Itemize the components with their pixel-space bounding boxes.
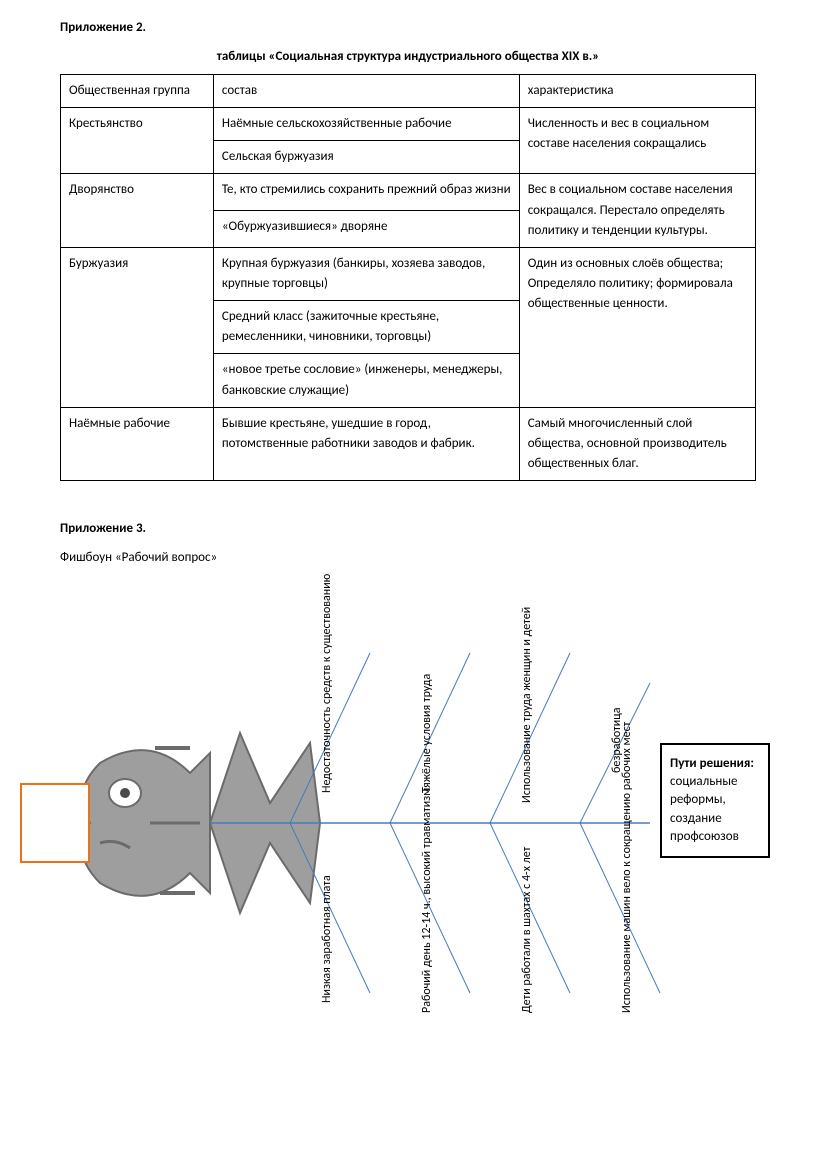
cell-char: Самый многочисленный слой общества, осно… <box>519 407 755 480</box>
cell-comp: «новое третье сословие» (инженеры, менед… <box>213 354 519 407</box>
bone-label: Дети работали в шахтах с 4-х лет <box>520 847 534 1013</box>
bone-label: Использование машин вело к сокращению ра… <box>620 722 634 1013</box>
th-group: Общественная группа <box>61 75 214 108</box>
bone-label: Тяжёлые условия труда <box>420 674 434 793</box>
bone-label: Использование труда женщин и детей <box>520 607 534 803</box>
bone-label: Низкая заработная плата <box>320 875 334 1003</box>
th-char: характеристика <box>519 75 755 108</box>
cell-comp: Те, кто стремились сохранить прежний обр… <box>213 174 519 211</box>
bone-label: Рабочий день 12-14 ч., высокий травматиз… <box>420 788 434 1013</box>
appendix3-heading: Приложение 3. <box>60 521 756 536</box>
cell-comp: Крупная буржуазия (банкиры, хозяева заво… <box>213 247 519 300</box>
bone-label: Недостаточность средств к существованию <box>320 574 334 793</box>
cell-char: Численность и вес в социальном составе н… <box>519 108 755 174</box>
cell-group: Наёмные рабочие <box>61 407 214 480</box>
social-structure-table: Общественная группа состав характеристик… <box>60 74 756 481</box>
cell-comp: Бывшие крестьяне, ушедшие в город, потом… <box>213 407 519 480</box>
cell-char: Вес в социальном составе населения сокра… <box>519 174 755 247</box>
solutions-text: социальные реформы, создание профсоюзов <box>670 774 739 844</box>
appendix2-heading: Приложение 2. <box>60 20 756 35</box>
cell-comp: Наёмные сельскохозяйственные рабочие <box>213 108 519 141</box>
th-composition: состав <box>213 75 519 108</box>
solutions-label: Пути решения: <box>670 756 754 771</box>
cell-group: Буржуазия <box>61 247 214 407</box>
fishbone-diagram: Недостаточность средств к существованию … <box>60 593 760 1013</box>
cell-comp: Средний класс (зажиточные крестьяне, рем… <box>213 301 519 354</box>
fishbone-subtitle: Фишбоун «Рабочий вопрос» <box>60 550 756 565</box>
table-title: таблицы «Социальная структура индустриал… <box>60 49 756 64</box>
fish-head-box <box>20 783 90 863</box>
cell-char: Один из основных слоёв общества; Определ… <box>519 247 755 407</box>
cell-group: Дворянство <box>61 174 214 247</box>
cell-comp: Сельская буржуазия <box>213 141 519 174</box>
solutions-box: Пути решения: социальные реформы, создан… <box>660 743 770 858</box>
fishbone-svg <box>60 593 760 1013</box>
cell-comp: «Обуржуазившиеся» дворяне <box>213 211 519 248</box>
cell-group: Крестьянство <box>61 108 214 174</box>
